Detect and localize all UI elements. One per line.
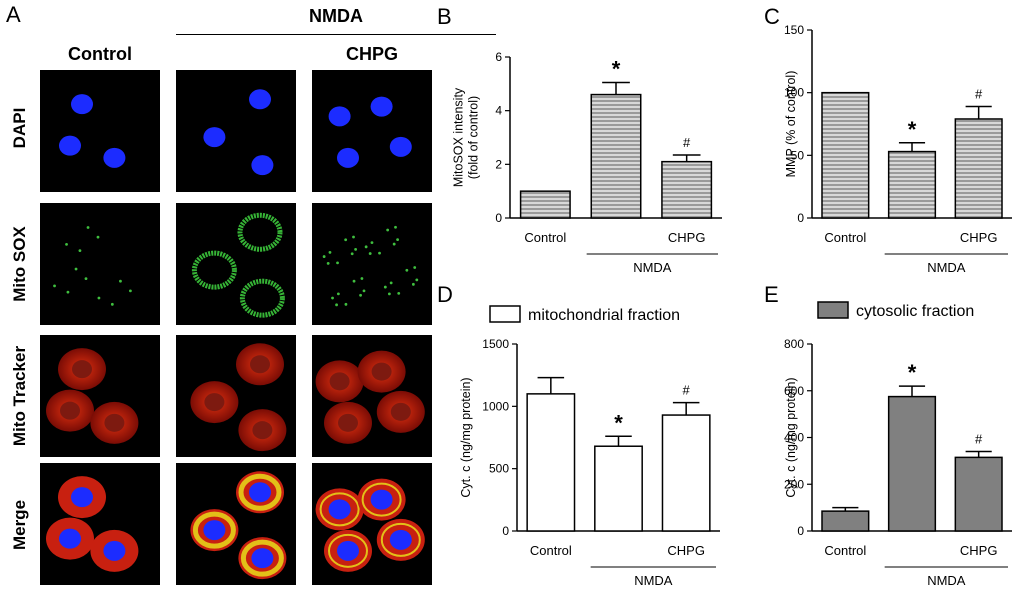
legend-swatch-e (817, 301, 849, 319)
y-tick-label-d: 500 (489, 462, 509, 476)
legend-label-d: mitochondrial fraction (528, 307, 680, 324)
bar-d-2 (661, 414, 711, 532)
category-label-c: Control (824, 230, 866, 245)
significance-mark-c: # (975, 86, 983, 101)
y-tick-label-b: 0 (495, 211, 502, 225)
chart-e: 0 200 400 600 800 Cyt. c (ng/mg protein) Contr… (784, 301, 1012, 588)
chart-b: 0 2 4 6 MitoSOX intensity (fold of control) Co… (452, 50, 722, 275)
micrograph-dapi-nmda (176, 70, 296, 192)
chart-c: 0 50 100 150 MMP (% of control) Control * # CHPG… (784, 23, 1012, 275)
bar-c-1 (887, 150, 937, 219)
y-axis-label-b: MitoSOX intensity (452, 87, 466, 187)
micrograph-dapi-chpg (312, 70, 432, 192)
legend-label-e: cytosolic fraction (856, 303, 974, 320)
bar-e-2 (954, 456, 1003, 532)
nmda-group-line (176, 34, 496, 35)
bar-e-0 (821, 510, 870, 532)
y-tick-label-b: 4 (495, 104, 502, 118)
micrograph-merge-chpg (312, 463, 432, 585)
y-tick-label-e: 800 (784, 337, 804, 351)
y-axis-label-c: MMP (% of control) (784, 71, 798, 178)
panel-letter-e: E (764, 282, 779, 307)
micrograph-mitosox-control (40, 203, 160, 325)
y-tick-label-e: 0 (797, 524, 804, 538)
category-label-e: CHPG (960, 543, 998, 558)
y-axis-label-d: Cyt. c (ng/mg protein) (459, 377, 473, 497)
micrograph-mitosox-chpg (312, 203, 432, 325)
bar-e-1 (887, 395, 937, 532)
bar-b-0 (519, 190, 571, 219)
significance-mark-b: * (612, 56, 621, 81)
group-label-d: NMDA (634, 573, 673, 588)
column-header-chpg: CHPG (345, 44, 398, 64)
bar-b-2 (661, 160, 713, 219)
bar-c-0 (821, 91, 870, 219)
significance-mark-e: # (975, 432, 983, 447)
column-header-control: Control (68, 44, 132, 64)
y-tick-label-c: 100 (784, 86, 804, 100)
bar-c-2 (954, 118, 1003, 219)
y-tick-label-d: 1000 (482, 399, 509, 413)
y-tick-label-b: 2 (495, 157, 502, 171)
panel-letter-a: A (6, 2, 21, 27)
y-tick-label-d: 1500 (482, 337, 509, 351)
group-label-b: NMDA (633, 260, 672, 275)
micrograph-mitotracker-nmda (176, 335, 296, 457)
micrograph-dapi-control (40, 70, 160, 192)
significance-mark-c: * (908, 117, 917, 142)
panel-letter-b: B (437, 4, 452, 29)
category-label-b: CHPG (668, 230, 706, 245)
category-label-e: Control (824, 543, 866, 558)
legend-swatch-d (489, 305, 521, 323)
micrograph-mitotracker-control (40, 335, 160, 457)
nmda-group-label: NMDA (309, 6, 363, 26)
micrograph-merge-nmda (176, 463, 296, 585)
micrograph-mitosox-nmda (176, 203, 296, 325)
category-label-c: CHPG (960, 230, 998, 245)
panel-letter-c: C (764, 4, 780, 29)
bar-b-1 (590, 93, 642, 219)
y-tick-label-e: 200 (784, 477, 804, 491)
category-label-d: Control (530, 543, 572, 558)
group-label-c: NMDA (927, 260, 966, 275)
y-tick-label-b: 6 (495, 50, 502, 64)
group-label-e: NMDA (927, 573, 966, 588)
y-tick-label-e: 400 (784, 431, 804, 445)
significance-mark-d: # (683, 383, 691, 398)
bar-d-1 (594, 445, 643, 532)
y-axis-label-e: Cyt. c (ng/mg protein) (784, 377, 798, 497)
bar-d-0 (526, 393, 576, 532)
significance-mark-b: # (683, 135, 691, 150)
y-axis-label-b: (fold of control) (467, 96, 481, 179)
chart-d: 0 500 1000 1500 Cyt. c (ng/mg protein) Contro… (459, 305, 720, 588)
y-tick-label-c: 0 (797, 211, 804, 225)
significance-mark-e: * (908, 360, 917, 385)
micrograph-mitotracker-chpg (312, 335, 432, 457)
micrograph-merge-control (40, 463, 160, 585)
y-tick-label-c: 50 (791, 148, 805, 162)
category-label-b: Control (524, 230, 566, 245)
y-tick-label-c: 150 (784, 23, 804, 37)
y-tick-label-d: 0 (502, 524, 509, 538)
category-label-d: CHPG (667, 543, 705, 558)
panel-letter-d: D (437, 282, 453, 307)
significance-mark-d: * (614, 410, 623, 435)
y-tick-label-e: 600 (784, 384, 804, 398)
